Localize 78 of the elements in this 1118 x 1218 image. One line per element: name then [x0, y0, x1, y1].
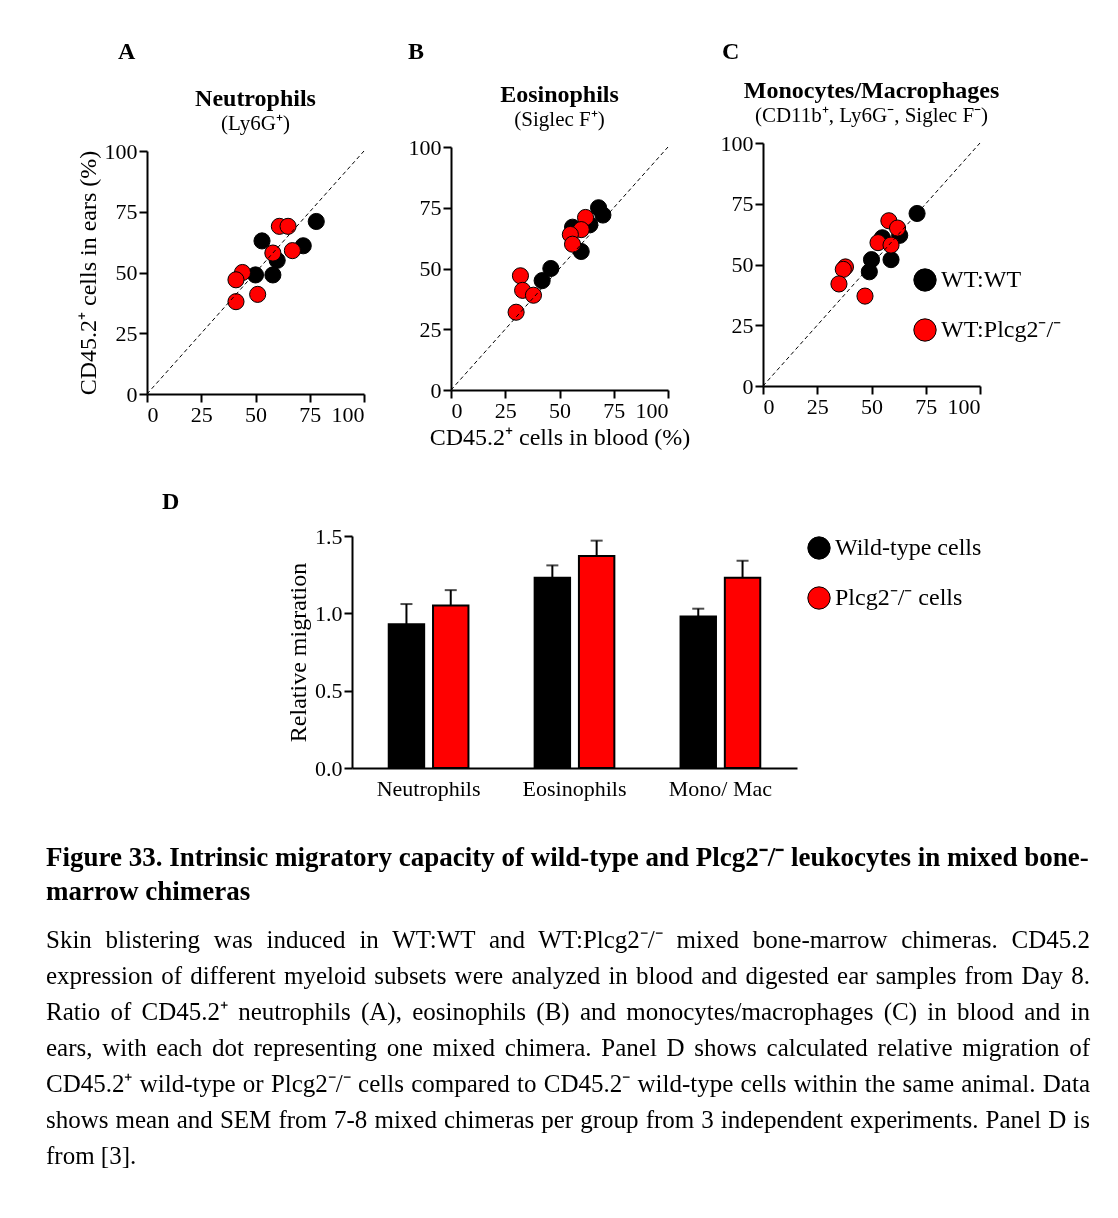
text: A	[118, 38, 136, 65]
x-tick-label: Eosinophils	[522, 775, 627, 801]
x-tick-label: 100	[331, 401, 365, 427]
point	[882, 251, 900, 269]
y-tick-label: 25	[731, 312, 754, 338]
point	[283, 242, 301, 260]
x-tick-label: 25	[494, 397, 517, 423]
y-tick-label: 25	[115, 320, 138, 346]
point	[279, 217, 297, 235]
y-tick-label: 75	[419, 195, 442, 221]
point	[227, 271, 245, 289]
x-tick-label: 100	[635, 397, 669, 423]
x-tick-label: 50	[861, 393, 883, 419]
point	[888, 219, 907, 237]
text: B	[408, 38, 425, 65]
chart-title: Eosinophils	[500, 81, 619, 107]
legend-label: WT:Plcg2⁻/⁻	[941, 316, 1062, 342]
chart-subtitle: (CD11b⁺, Ly6G⁻, Siglec F⁻)	[754, 103, 989, 127]
point	[264, 266, 282, 284]
x-tick-label: 75	[299, 401, 322, 427]
x-tick-label: Neutrophils	[376, 775, 481, 801]
y-tick-label: 1.0	[315, 600, 343, 626]
point	[253, 232, 271, 250]
point	[882, 236, 900, 254]
text: D	[162, 488, 180, 515]
legend-label: Plcg2⁻/⁻ cells	[835, 584, 963, 610]
x-tick-label: 100	[947, 393, 981, 419]
point	[860, 263, 878, 281]
x-tick-label: Mono/ Mac	[668, 775, 773, 801]
y-tick-label: 0.0	[315, 755, 343, 781]
x-tick-label: 75	[603, 397, 626, 423]
point	[563, 235, 582, 253]
x-tick-label: 50	[245, 401, 267, 427]
y-axis-title: Relative migration	[285, 562, 311, 743]
y-tick-label: 50	[419, 256, 442, 281]
y-tick-label: 75	[731, 191, 754, 217]
y-tick-label: 100	[720, 130, 754, 156]
y-tick-label: 0.5	[315, 678, 343, 704]
y-tick-label: 0	[742, 373, 754, 399]
chart-title: Neutrophils	[195, 85, 316, 111]
text: Skin blistering was induced in WT:WT and WT:Plcg2⁻/⁻ mixed bone-marrow chimeras. CD45.2 expression of different myeloid subsets were analyzed in blood and digested ear samples from Day 8. Ratio of CD45.2⁺ neutrophils (A), eosinophils (B) and monocytes/macrophages (C) in blood and in ears, with each dot representing one mixed chimera. Panel D shows calculated relative migration of CD45.2⁺ wild-type or Plcg2⁻/⁻ cells compared to CD45.2⁻ wild-type cells within the same animal. Data shows mean and SEM from 7-8 mixed chimeras per group from 3 independent experiments. Panel D is from [3].	[46, 925, 1090, 1171]
x-axis-title: CD45.2⁺ cells in blood (%)	[429, 423, 691, 450]
y-tick-label: 50	[731, 252, 754, 277]
y-tick-label: 100	[408, 134, 442, 160]
legend-label: WT:WT	[941, 266, 1022, 292]
point	[511, 267, 529, 285]
point	[908, 204, 926, 223]
y-tick-label: 50	[115, 260, 138, 285]
point	[507, 303, 525, 321]
legend-label: Wild-type cells	[835, 534, 982, 560]
y-tick-label: 75	[115, 199, 138, 225]
y-tick-label: 1.5	[315, 523, 343, 549]
y-axis-title: CD45.2⁺ cells in ears (%)	[74, 150, 101, 396]
y-tick-label: 100	[104, 138, 138, 164]
y-tick-label: 25	[419, 316, 442, 342]
y-tick-label: 0	[430, 377, 442, 403]
point	[249, 285, 267, 303]
x-tick-label: 25	[190, 401, 213, 427]
point	[594, 206, 612, 224]
chart-subtitle: (Siglec F⁺)	[514, 107, 605, 131]
point	[524, 286, 543, 304]
point	[830, 275, 848, 293]
point	[227, 293, 245, 311]
x-tick-label: 0	[763, 393, 775, 419]
x-tick-label: 50	[549, 397, 571, 423]
x-tick-label: 75	[915, 393, 938, 419]
chart-title: Monocytes/Macrophages	[743, 77, 1000, 103]
point	[856, 287, 874, 305]
text: C	[722, 38, 740, 65]
point	[264, 244, 282, 262]
point	[533, 272, 551, 290]
caption: Figure 33. Intrinsic migratory capacity of wild-type and Plcg2⁻/⁻ leukocytes in mixed bone-marrow chimeras	[46, 841, 1090, 908]
point	[542, 259, 560, 278]
x-tick-label: 0	[147, 401, 159, 427]
point	[307, 212, 325, 231]
chart-subtitle: (Ly6G⁺)	[221, 111, 290, 135]
x-tick-label: 25	[806, 393, 829, 419]
x-tick-label: 0	[451, 397, 463, 423]
